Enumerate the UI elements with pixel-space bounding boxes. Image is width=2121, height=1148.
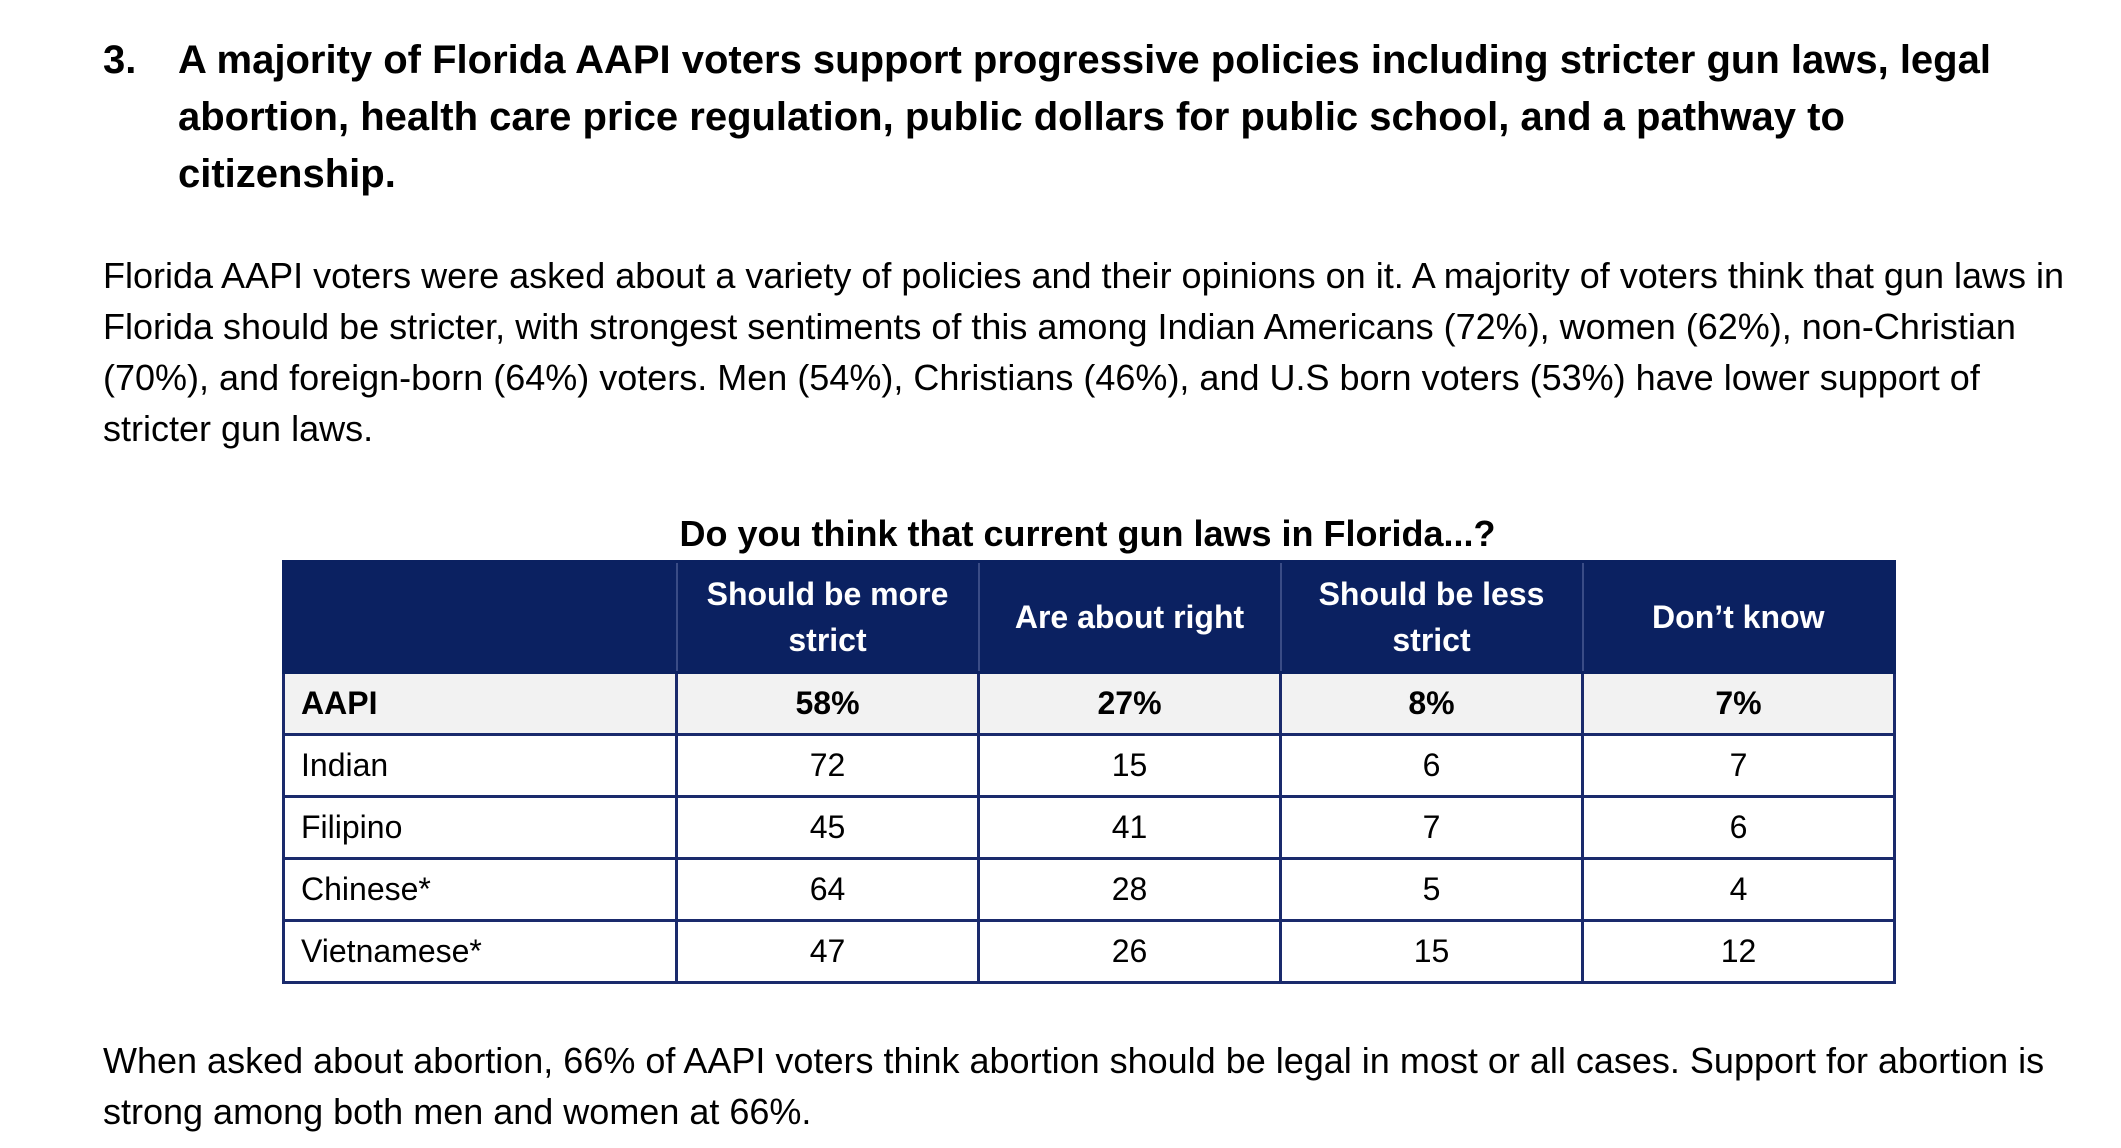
table-row-filipino: Filipino 45 41 7 6 bbox=[282, 795, 1896, 860]
table-cell: 28 bbox=[977, 857, 1282, 922]
table-cell: 47 bbox=[675, 919, 980, 984]
table-cell: 7% bbox=[1581, 671, 1896, 736]
table-title: Do you think that current gun laws in Fl… bbox=[679, 513, 1496, 554]
header-cell-more-strict: Should be more strict bbox=[675, 560, 980, 674]
table-cell: 41 bbox=[977, 795, 1282, 860]
table-cell: 15 bbox=[977, 733, 1282, 798]
table-cell: 4 bbox=[1581, 857, 1896, 922]
table-row-chinese: Chinese* 64 28 5 4 bbox=[282, 857, 1896, 922]
header-cell-blank bbox=[282, 560, 678, 674]
abortion-paragraph: When asked about abortion, 66% of AAPI v… bbox=[103, 1040, 2045, 1132]
table-cell: 64 bbox=[675, 857, 980, 922]
table-cell: 12 bbox=[1581, 919, 1896, 984]
header-cell-less-strict: Should be less strict bbox=[1279, 560, 1584, 674]
table-row-indian: Indian 72 15 6 7 bbox=[282, 733, 1896, 798]
row-label: Vietnamese* bbox=[282, 919, 678, 984]
header-cell-dont-know: Don’t know bbox=[1581, 560, 1896, 674]
table-cell: 58% bbox=[675, 671, 980, 736]
table-cell: 8% bbox=[1279, 671, 1584, 736]
section-heading: 3. A majority of Florida AAPI voters sup… bbox=[103, 32, 2063, 203]
row-label: Chinese* bbox=[282, 857, 678, 922]
section-number: 3. bbox=[103, 38, 137, 82]
intro-paragraph: Florida AAPI voters were asked about a v… bbox=[103, 255, 2065, 449]
gun-laws-table: Should be more strict Are about right Sh… bbox=[282, 560, 1896, 984]
table-row-vietnamese: Vietnamese* 47 26 15 12 bbox=[282, 919, 1896, 984]
table-cell: 45 bbox=[675, 795, 980, 860]
table-cell: 6 bbox=[1581, 795, 1896, 860]
table-cell: 6 bbox=[1279, 733, 1584, 798]
table-cell: 27% bbox=[977, 671, 1282, 736]
row-label: Indian bbox=[282, 733, 678, 798]
row-label: Filipino bbox=[282, 795, 678, 860]
table-cell: 15 bbox=[1279, 919, 1584, 984]
table-cell: 5 bbox=[1279, 857, 1584, 922]
table-cell: 72 bbox=[675, 733, 980, 798]
table-row-aapi: AAPI 58% 27% 8% 7% bbox=[282, 671, 1896, 736]
table-header-row: Should be more strict Are about right Sh… bbox=[282, 560, 1896, 674]
table-cell: 7 bbox=[1581, 733, 1896, 798]
section-heading-text: A majority of Florida AAPI voters suppor… bbox=[178, 38, 1991, 196]
table-cell: 26 bbox=[977, 919, 1282, 984]
header-cell-about-right: Are about right bbox=[977, 560, 1282, 674]
table-cell: 7 bbox=[1279, 795, 1584, 860]
row-label: AAPI bbox=[282, 671, 678, 736]
